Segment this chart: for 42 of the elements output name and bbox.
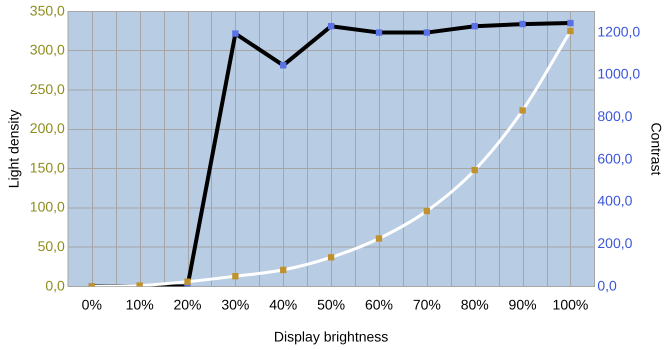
point [328,23,334,30]
x-tick-label: 70% [412,296,441,313]
x-tick-label: 10% [126,296,154,313]
point [280,266,286,274]
y-tick-label: 250,0 [30,80,66,97]
point [519,20,526,28]
x-tick-label: 100% [552,296,588,313]
x-tick-label: 80% [460,296,489,313]
point [424,29,430,36]
x-tick-label: 30% [221,296,250,313]
y-tick-label: 50,0 [38,238,66,254]
y-tick-label: 300,0 [30,42,66,58]
point [472,23,478,30]
x-tick-label: 90% [508,296,537,313]
x-tick-label: 50% [317,296,346,313]
y2-tick-label: 200,0 [597,234,633,251]
point [519,107,526,114]
x-tick-label: 0% [82,296,102,313]
y2-tick-label: 0,0 [597,277,618,294]
y-tick-label: 0,0 [45,277,66,294]
point [184,278,191,285]
x-tick-label: 40% [269,296,298,313]
x-tick-label: 20% [173,296,202,313]
y2-tick-label: 400,0 [597,192,633,209]
point [472,166,478,174]
y-tick-label: 350,0 [30,2,66,18]
y-tick-label: 150,0 [30,159,66,176]
y-tick-label: 100,0 [30,198,66,215]
x-tick-label: 60% [364,296,393,313]
point [232,30,239,37]
y-tick-label: 200,0 [30,120,66,136]
y2-tick-label: 1000,0 [597,66,640,82]
y-axis-title: Light density [5,110,22,188]
point [232,273,239,280]
point [280,62,286,69]
x-axis-title: Display brightness [274,328,388,344]
point [328,254,334,261]
point [424,208,430,214]
y2-tick-label: 600,0 [597,150,633,166]
y2-tick-label: 1200,0 [597,23,640,40]
y2-axis-title: Contrast [648,122,665,176]
y2-tick-label: 800,0 [597,108,633,124]
